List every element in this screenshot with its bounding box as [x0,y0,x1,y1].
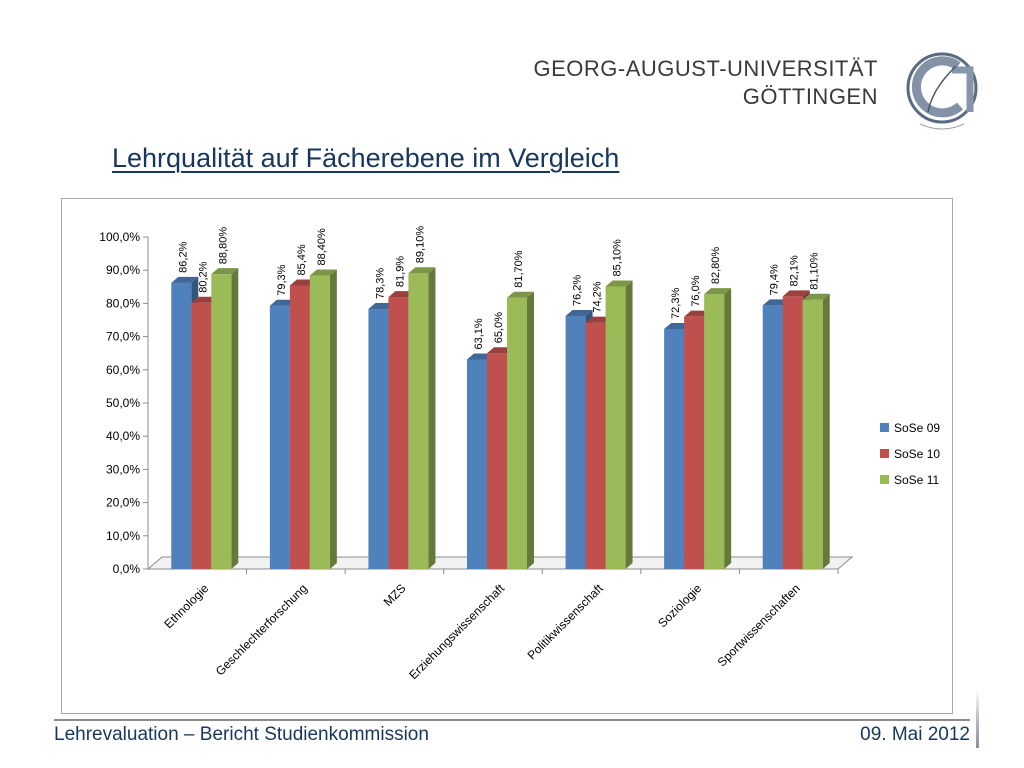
data-label: 88,80% [217,227,229,265]
bar-top [211,268,239,275]
legend-label: SoSe 11 [894,473,939,487]
y-tick-label: 100,0% [99,230,140,244]
y-tick-label: 30,0% [106,462,140,476]
bar-top [309,269,337,276]
legend-label: SoSe 09 [894,421,940,435]
bar-top [802,293,830,300]
footer-date: 09. Mai 2012 [860,724,970,745]
slide-title: Lehrqualität auf Fächerebene im Vergleic… [112,143,620,173]
data-label: 81,9% [394,256,406,287]
bar [368,309,389,569]
bar-top [507,291,534,298]
bar [565,316,586,569]
data-label: 63,1% [473,318,485,349]
data-label: 86,2% [177,241,189,272]
data-label: 89,10% [414,226,426,264]
data-label: 85,4% [296,244,308,275]
bar [467,359,487,569]
bar-top [565,310,593,317]
bar [171,282,192,569]
data-label: 79,4% [769,264,781,295]
bar [507,297,527,569]
university-name-line1: GEORG-AUGUST-UNIVERSITÄT [533,56,878,81]
legend-swatch [880,423,889,432]
bar [585,322,606,569]
x-category-label: Erziehungswissenschaft [406,581,507,682]
y-tick-label: 20,0% [106,496,140,510]
y-tick-label: 70,0% [106,330,140,344]
data-label: 81,70% [513,250,525,288]
data-label: 88,40% [316,228,328,266]
x-category-label: Soziologie [655,581,704,630]
bar-side [625,280,633,569]
bar [802,299,823,569]
university-seal-logo [906,52,978,130]
x-category-label: MZS [381,581,409,609]
y-tick-label: 90,0% [106,263,140,277]
bar-side [428,267,436,569]
bar-side [231,268,239,569]
x-category-label: Geschlechterforschung [213,581,310,678]
data-label: 76,2% [572,275,584,306]
data-label: 76,0% [690,275,702,306]
bar [684,316,705,569]
bar-side [822,293,830,569]
bar-top [605,280,633,287]
y-tick-label: 60,0% [106,363,140,377]
data-label: 74,2% [592,281,604,312]
x-category-label: Sportwissenschaften [715,581,803,669]
legend-label: SoSe 10 [894,447,940,461]
decorative-accent-bar [976,690,979,748]
legend-swatch [880,449,889,458]
bar-top [704,288,732,295]
bar [211,274,232,569]
bar-side [527,291,534,569]
bar-side [724,288,732,569]
y-tick-label: 0,0% [113,562,141,576]
footer-divider [54,719,970,721]
university-name-line2: GÖTTINGEN [742,84,878,109]
bar [191,302,212,569]
bar [269,305,290,569]
data-label: 79,3% [276,264,288,295]
legend-swatch [880,475,889,484]
bar [309,275,330,569]
bar-side [329,269,337,569]
bar [289,285,310,569]
data-label: 72,3% [670,288,682,319]
y-tick-label: 80,0% [106,296,140,310]
y-tick-label: 50,0% [106,396,140,410]
footer-report-title: Lehrevaluation – Bericht Studienkommissi… [54,724,429,745]
data-label: 82,80% [710,247,722,285]
bar [704,294,725,569]
bar [408,273,429,569]
data-label: 78,3% [374,268,386,299]
bar-chart: 0,0% 10,0% 20,0% 30,0% 40,0% 50,0% 60,0% 70,0% 8… [99,226,940,682]
data-label: 85,10% [612,239,624,277]
bar [762,305,783,569]
bar [782,296,803,569]
bar-top [408,267,436,274]
y-tick-label: 10,0% [106,529,140,543]
data-label: 80,2% [197,261,209,292]
bar [388,297,409,569]
bar-top [782,290,810,297]
x-category-label: Politikwissenschaft [525,581,607,663]
x-category-label: Ethnologie [161,581,211,631]
chart-frame: 0,0% 10,0% 20,0% 30,0% 40,0% 50,0% 60,0% 70,0% 8… [61,198,953,714]
bar [605,286,626,569]
bar-top [171,276,199,283]
data-label: 65,0% [493,312,505,343]
y-tick-label: 40,0% [106,429,140,443]
bar [487,353,507,569]
data-label: 81,10% [809,252,821,290]
data-label: 82,1% [789,255,801,286]
bar [664,328,685,569]
